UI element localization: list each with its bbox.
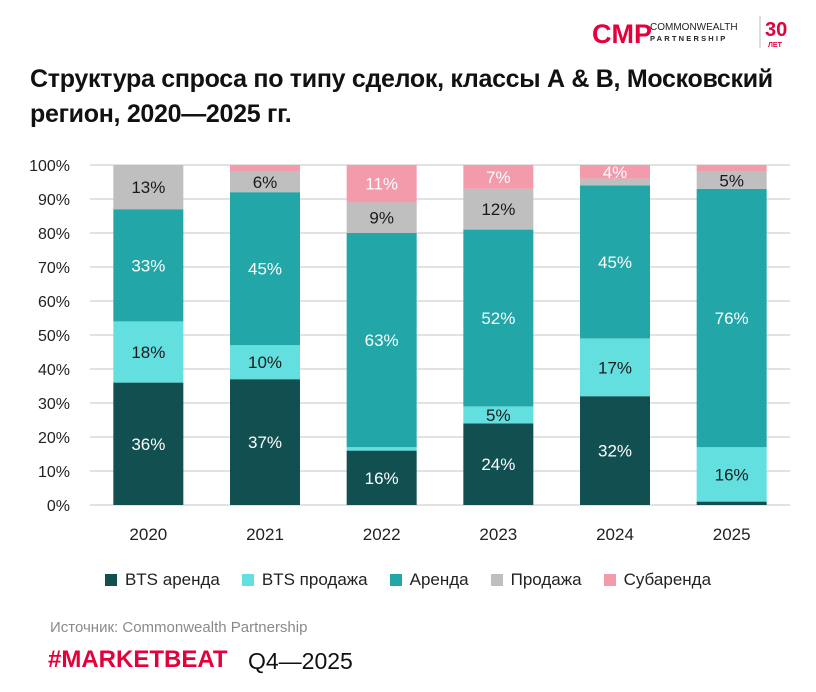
data-label: 76%	[715, 309, 749, 328]
bar-segment	[696, 165, 767, 172]
data-label: 18%	[131, 343, 165, 362]
legend-swatch	[104, 574, 117, 586]
bar-segment	[696, 447, 767, 502]
data-label: 52%	[481, 309, 515, 328]
data-label: 24%	[481, 455, 515, 474]
bar-segment	[696, 171, 767, 189]
data-label: 9%	[369, 209, 394, 228]
y-tick-label: 70%	[38, 260, 70, 277]
bar-segment	[346, 202, 417, 233]
legend-label: Аренда	[409, 570, 469, 589]
bar-segment	[463, 188, 534, 230]
y-tick-label: 60%	[38, 294, 70, 311]
data-label: 6%	[253, 173, 278, 192]
bar-segment	[463, 229, 534, 407]
legend-label: BTS продажа	[261, 570, 368, 589]
legend-label: Субаренда	[623, 570, 712, 589]
logo-mark: CMP	[592, 19, 652, 49]
bar-segment	[346, 165, 417, 203]
bar-segment	[113, 209, 184, 322]
cmp-logo: CMP COMMONWEALTH PARTNERSHIP 30 ЛЕТ	[592, 16, 787, 49]
bar-segment	[463, 406, 534, 424]
x-tick-label: 2025	[713, 525, 751, 544]
bar-segment	[580, 165, 650, 179]
data-label: 4%	[603, 163, 628, 182]
legend-item: Аренда	[389, 570, 469, 590]
legend-label: Продажа	[510, 570, 582, 589]
bar-segment	[346, 447, 417, 451]
bar-segment	[346, 450, 417, 505]
legend-swatch	[490, 574, 503, 586]
legend-item: BTS продажа	[241, 570, 368, 590]
data-label: 36%	[131, 435, 165, 454]
bar-segment	[346, 233, 417, 448]
legend-item: Субаренда	[603, 570, 712, 590]
chart-title: Структура спроса по типу сделок, классы …	[30, 65, 773, 128]
bar-segment	[230, 345, 300, 380]
y-tick-label: 50%	[38, 328, 70, 345]
legend-label: BTS аренда	[124, 570, 220, 589]
data-label: 12%	[481, 200, 515, 219]
logo-years-label: ЛЕТ	[768, 42, 783, 49]
legend-item: BTS аренда	[104, 570, 220, 590]
data-label: 7%	[486, 168, 511, 187]
y-tick-label: 10%	[38, 464, 70, 481]
y-tick-label: 90%	[38, 192, 70, 209]
logo-line2: PARTNERSHIP	[650, 34, 727, 43]
x-tick-label: 2024	[596, 525, 634, 544]
legend: BTS аренда BTS продажа Аренда Продажа Субаре…	[0, 570, 816, 590]
data-label: 45%	[248, 260, 282, 279]
bar-segment	[230, 192, 300, 346]
y-tick-label: 80%	[38, 226, 70, 243]
x-tick-label: 2023	[479, 525, 517, 544]
data-label: 32%	[598, 442, 632, 461]
data-label: 16%	[715, 465, 749, 484]
bar-segment	[463, 165, 534, 189]
bar-segment	[230, 171, 300, 193]
data-label: 45%	[598, 253, 632, 272]
y-tick-label: 20%	[38, 430, 70, 447]
legend-swatch	[389, 574, 402, 586]
data-label: 37%	[248, 433, 282, 452]
report-period: Q4—2025	[248, 648, 353, 674]
logo-line1: COMMONWEALTH	[650, 22, 738, 33]
data-label: 63%	[365, 331, 399, 350]
bar-segment	[230, 165, 300, 172]
bar-segment	[580, 178, 650, 186]
bar-segment	[580, 396, 650, 505]
bar-segment	[230, 379, 300, 505]
data-label: 11%	[365, 175, 398, 194]
bar-segment	[696, 188, 767, 448]
data-label: 10%	[248, 353, 282, 372]
data-label: 5%	[719, 171, 744, 190]
y-tick-label: 100%	[29, 158, 70, 175]
legend-swatch	[603, 574, 616, 586]
x-tick-label: 2020	[129, 525, 167, 544]
data-label: 33%	[131, 256, 165, 275]
y-tick-label: 0%	[47, 498, 70, 515]
x-tick-label: 2022	[363, 525, 401, 544]
logo-years: 30	[765, 19, 787, 41]
data-label: 5%	[486, 406, 511, 425]
bar-segment	[696, 501, 767, 505]
data-label: 13%	[131, 178, 165, 197]
data-label: 17%	[598, 358, 632, 377]
stacked-bar-chart: 0% 10% 20% 30% 40% 50% 60% 70% 80% 90% 100% 36% 18% 3…	[29, 158, 790, 544]
source-note: Источник: Commonwealth Partnership	[50, 619, 308, 636]
legend-item: Продажа	[490, 570, 582, 590]
data-label: 16%	[365, 469, 399, 488]
y-tick-label: 30%	[38, 396, 70, 413]
bar-segment	[113, 382, 184, 505]
bar-segment	[113, 165, 184, 210]
bar-segment	[580, 338, 650, 397]
bar-segment	[580, 185, 650, 339]
bar-segment	[463, 423, 534, 505]
marketbeat-brand: #MARKETBEAT	[48, 646, 228, 673]
x-tick-label: 2021	[246, 525, 284, 544]
bar-segment	[113, 321, 184, 383]
y-tick-label: 40%	[38, 362, 70, 379]
legend-swatch	[241, 574, 254, 586]
